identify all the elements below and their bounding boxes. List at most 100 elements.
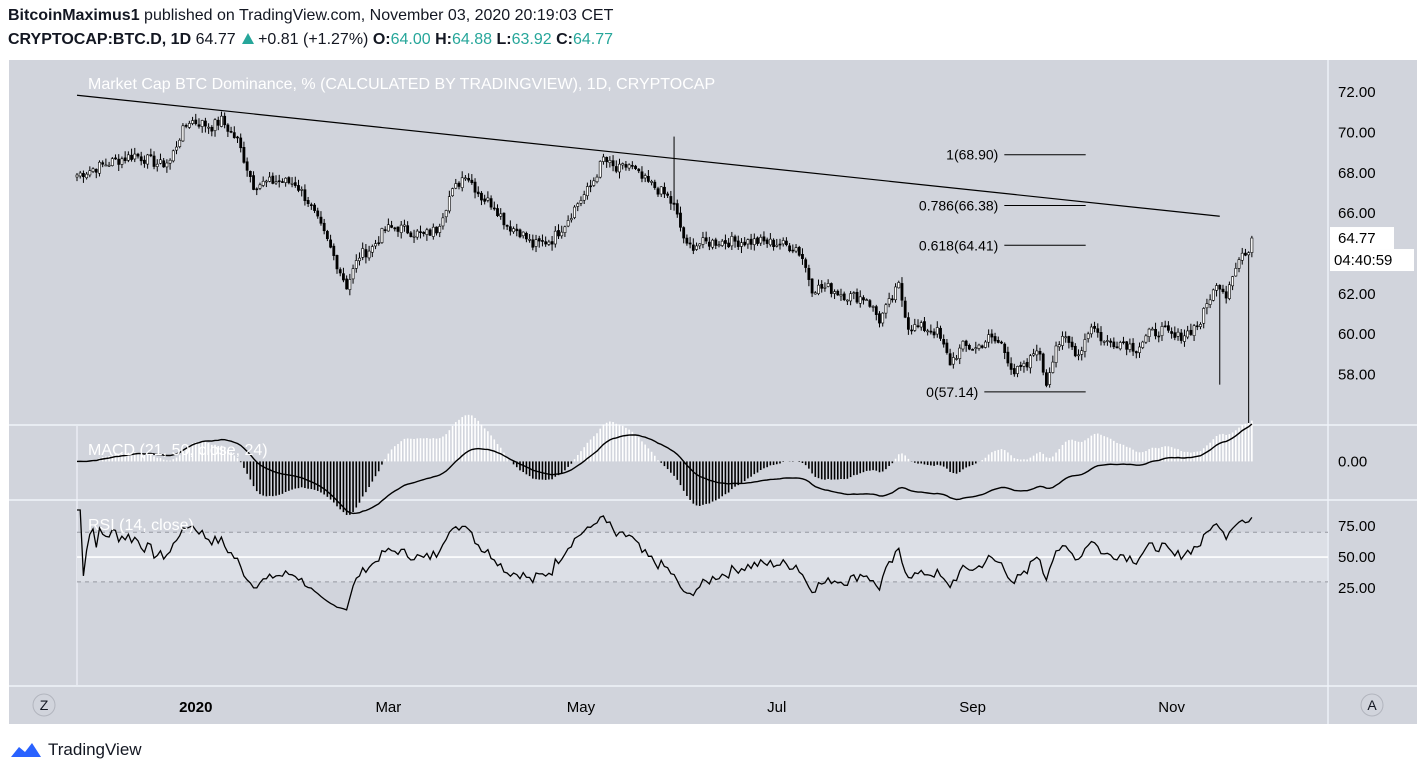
candle-body — [791, 249, 795, 252]
candle-body — [258, 184, 262, 189]
candle-body — [473, 181, 477, 193]
candle-body — [329, 239, 332, 248]
candle-body — [425, 229, 429, 235]
candle-body — [833, 291, 836, 294]
candle-body — [1170, 331, 1174, 334]
candle-body — [1025, 361, 1029, 368]
candle-body — [216, 119, 220, 126]
candle-body — [1189, 329, 1193, 335]
candle-body — [701, 237, 705, 245]
price-axis-tick: 58.00 — [1338, 367, 1376, 384]
candle-body — [1234, 268, 1238, 277]
candle-body — [152, 155, 156, 167]
candle-body — [537, 238, 541, 242]
candle-body — [528, 239, 532, 241]
candle-body — [342, 273, 345, 281]
candle-body — [910, 329, 914, 332]
candle-body — [300, 189, 304, 191]
trendline — [76, 94, 1220, 217]
price-pane-title: Market Cap BTC Dominance, % (CALCULATED … — [88, 76, 715, 93]
candle-body — [1016, 366, 1019, 374]
candle-body — [306, 200, 310, 204]
candle-body — [637, 168, 641, 172]
candle-body — [1173, 332, 1177, 338]
candle-body — [483, 198, 487, 202]
rsi-axis-tick: 75.00 — [1338, 518, 1376, 535]
candle-body — [457, 182, 461, 187]
candle-body — [293, 182, 297, 186]
candle-body — [749, 238, 753, 245]
candle-body — [98, 161, 101, 174]
open-value: 64.00 — [390, 31, 431, 48]
candle-body — [1118, 342, 1122, 350]
candle-body — [220, 115, 223, 127]
candle-body — [338, 269, 342, 274]
candle-body — [1128, 343, 1132, 350]
candle-body — [576, 203, 580, 207]
candle-body — [454, 183, 458, 189]
candle-body — [367, 250, 371, 259]
candle-body — [823, 286, 827, 289]
candle-body — [139, 156, 143, 162]
candle-body — [1009, 363, 1013, 370]
candle-body — [431, 226, 435, 237]
candle-body — [1167, 325, 1170, 331]
fib-level-label: 0.786(66.38) — [919, 198, 998, 214]
candle-body — [646, 175, 650, 182]
candle-body — [547, 241, 551, 245]
candle-body — [1186, 330, 1190, 338]
candle-body — [1073, 345, 1077, 357]
candle-body — [659, 186, 663, 195]
auto-scale-button-icon[interactable] — [1360, 693, 1384, 717]
candle-body — [245, 161, 249, 171]
candle-body — [1215, 285, 1218, 291]
candle-body — [990, 333, 994, 338]
candle-body — [146, 154, 150, 165]
candle-body — [191, 120, 194, 124]
candle-body — [884, 304, 888, 314]
candle-body — [669, 196, 673, 204]
high-label: H: — [435, 31, 452, 48]
candle-body — [560, 231, 564, 237]
zoom-button-icon[interactable] — [32, 693, 56, 717]
candle-body — [906, 317, 910, 330]
candle-body — [444, 210, 448, 218]
candle-body — [1199, 324, 1202, 327]
candle-body — [194, 119, 198, 124]
candle-body — [1237, 259, 1241, 269]
candle-body — [1147, 328, 1151, 337]
candle-body — [656, 188, 660, 195]
candle-body — [380, 228, 384, 243]
ohlc-legend: CRYPTOCAP:BTC.D, 1D 64.77 +0.81 (+1.27%)… — [8, 31, 613, 49]
candle-body — [1012, 368, 1016, 375]
candle-body — [114, 157, 117, 160]
author-name[interactable]: BitcoinMaximus1 — [8, 7, 140, 24]
candle-body — [383, 229, 387, 231]
candle-body — [464, 177, 467, 180]
candle-body — [1096, 328, 1100, 333]
candle-body — [489, 198, 493, 208]
candle-body — [345, 278, 349, 290]
candle-body — [515, 228, 519, 232]
candle-body — [598, 161, 602, 178]
candle-body — [1064, 336, 1068, 339]
candle-body — [316, 210, 320, 217]
footer-brand: TradingView — [48, 740, 142, 759]
btc-dominance-chart[interactable]: Market Cap BTC Dominance, % (CALCULATED … — [9, 60, 1417, 724]
candle-body — [1150, 328, 1154, 331]
candle-body — [865, 299, 869, 301]
candle-body — [887, 298, 891, 305]
rsi-pane-title: RSI (14, close) — [88, 517, 194, 534]
last-price-label: 64.77 — [1338, 230, 1376, 247]
price-axis-tick: 70.00 — [1338, 125, 1376, 142]
candle-body — [168, 159, 172, 164]
candle-body — [939, 327, 942, 339]
time-axis-tick: Nov — [1158, 699, 1185, 716]
candle-body — [1227, 284, 1231, 299]
tradingview-logo-icon — [11, 743, 41, 757]
candle-body — [467, 177, 471, 181]
candle-body — [640, 171, 644, 179]
candle-body — [948, 353, 952, 366]
candle-body — [1086, 333, 1090, 339]
candle-body — [1157, 335, 1161, 338]
